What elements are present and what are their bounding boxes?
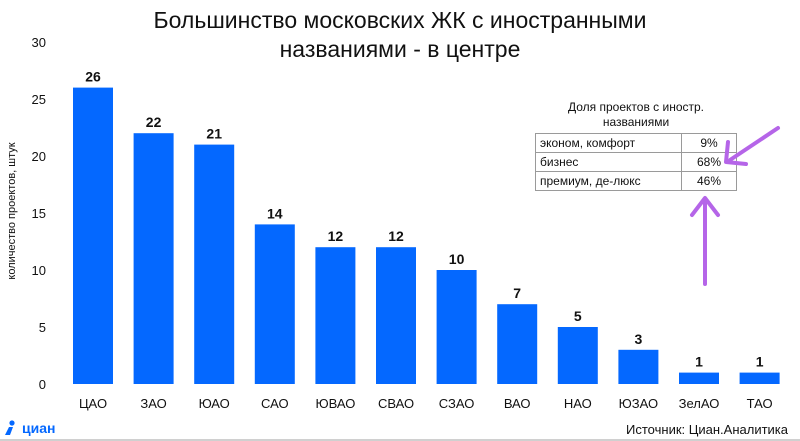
- data-label: 7: [513, 285, 521, 301]
- data-labels: 26 22 21 14 12 12 10 7 5 3 1 1: [85, 69, 763, 370]
- chart-title-line-2: названиями - в центре: [279, 36, 521, 62]
- bars: [73, 87, 780, 384]
- bar: [618, 349, 659, 384]
- x-tick-label: ЮВАО: [315, 396, 355, 411]
- y-tick-label: 0: [39, 377, 46, 392]
- x-tick-label: ВАО: [504, 396, 531, 411]
- table-row: эконом, комфорт 9%: [535, 133, 737, 153]
- data-label: 1: [756, 354, 764, 370]
- x-tick-label: СЗАО: [439, 396, 475, 411]
- x-tick-label: ЮЗАО: [619, 396, 658, 411]
- table-row: премиум, де-люкс 46%: [535, 171, 737, 191]
- bar: [557, 327, 598, 384]
- table-row: бизнес 68%: [535, 152, 737, 172]
- y-tick-label: 20: [32, 149, 46, 164]
- brand-name: циан: [22, 420, 56, 436]
- bar: [376, 247, 416, 384]
- bar: [436, 270, 477, 384]
- data-label: 22: [146, 114, 162, 130]
- segment-label: бизнес: [535, 152, 682, 172]
- data-label: 3: [635, 331, 643, 347]
- share-table-title-line-2: названиями: [602, 115, 670, 129]
- data-label: 12: [328, 228, 344, 244]
- bar: [739, 372, 780, 384]
- x-tick-label: ЗАО: [140, 396, 166, 411]
- brand-logo: циан: [4, 420, 55, 436]
- y-tick-label: 15: [32, 206, 46, 221]
- y-tick-label: 30: [32, 35, 46, 50]
- segment-share: 46%: [681, 171, 737, 191]
- segment-share: 68%: [681, 152, 737, 172]
- segment-share: 9%: [681, 133, 737, 153]
- data-label: 12: [388, 228, 404, 244]
- data-label: 5: [574, 308, 582, 324]
- share-table-title-line-1: Доля проектов с иностр.: [568, 100, 704, 114]
- data-label: 21: [206, 126, 222, 142]
- y-tick-label: 10: [32, 263, 46, 278]
- bottom-divider: [0, 439, 800, 441]
- y-tick-label: 25: [32, 92, 46, 107]
- chart-title-line-1: Большинство московских ЖК с иностранными: [153, 7, 647, 33]
- share-table-title: Доля проектов с иностр. названиями: [535, 100, 737, 130]
- x-tick-label: ЗелАО: [679, 396, 720, 411]
- x-axis-ticks: ЦАО ЗАО ЮАО САО ЮВАО СВАО СЗАО ВАО НАО ЮЗАО ЗелАО Т…: [79, 396, 773, 411]
- segment-label: эконом, комфорт: [535, 133, 682, 153]
- bar: [133, 133, 174, 384]
- data-label: 26: [85, 69, 101, 85]
- x-tick-label: ЦАО: [79, 396, 107, 411]
- chart-title: Большинство московских ЖК с иностранными…: [0, 6, 800, 64]
- bar: [315, 247, 356, 384]
- y-axis-ticks: 0 5 10 15 20 25 30: [32, 35, 46, 392]
- bar: [73, 87, 113, 384]
- segment-label: премиум, де-люкс: [535, 171, 682, 191]
- x-tick-label: ЮАО: [199, 396, 230, 411]
- data-label: 14: [267, 205, 283, 221]
- bar: [679, 372, 719, 384]
- bar: [194, 144, 235, 384]
- cian-logo-icon: [5, 420, 15, 435]
- data-label: 10: [449, 251, 465, 267]
- x-tick-label: НАО: [564, 396, 592, 411]
- share-table: эконом, комфорт 9% бизнес 68% премиум, д…: [535, 133, 737, 191]
- data-label: 1: [695, 354, 703, 370]
- x-tick-label: ТАО: [747, 396, 773, 411]
- share-table-panel: Доля проектов с иностр. названиями эконо…: [535, 100, 737, 191]
- x-tick-label: СВАО: [378, 396, 414, 411]
- x-tick-label: САО: [261, 396, 289, 411]
- bar: [497, 304, 538, 384]
- source-note: Источник: Циан.Аналитика: [626, 422, 788, 437]
- y-tick-label: 5: [39, 320, 46, 335]
- bar: [254, 224, 295, 384]
